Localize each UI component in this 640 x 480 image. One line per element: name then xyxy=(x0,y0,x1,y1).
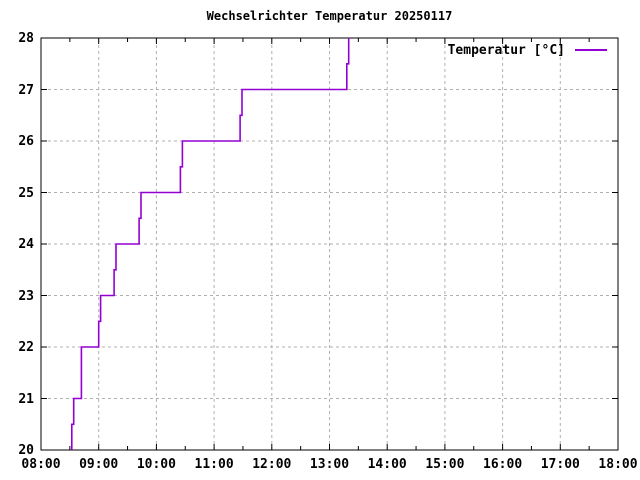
y-tick-label: 23 xyxy=(18,288,34,304)
chart-title: Wechselrichter Temperatur 20250117 xyxy=(206,9,453,23)
y-tick-label: 20 xyxy=(18,443,34,458)
y-tick-label: 28 xyxy=(18,31,34,46)
y-tick-label: 25 xyxy=(18,185,34,201)
y-tick-label: 24 xyxy=(18,237,34,252)
x-tick-label: 17:00 xyxy=(540,457,580,472)
x-tick-label: 14:00 xyxy=(367,457,407,472)
y-tick-label: 22 xyxy=(18,340,34,355)
x-tick-label: 18:00 xyxy=(598,457,638,472)
x-tick-label: 13:00 xyxy=(309,457,350,472)
legend-label: Temperatur [°C] xyxy=(447,43,565,58)
legend-line-swatch xyxy=(575,49,607,51)
plot-border xyxy=(40,37,619,451)
x-tick-label: 10:00 xyxy=(136,457,176,472)
x-tick-label: 12:00 xyxy=(252,457,292,472)
x-tick-label: 15:00 xyxy=(425,457,465,472)
temperature-series-line xyxy=(71,38,350,450)
x-tick-label: 16:00 xyxy=(483,457,523,472)
y-tick-label: 27 xyxy=(18,82,34,98)
y-tick-label: 26 xyxy=(18,134,34,149)
x-tick-label: 09:00 xyxy=(79,457,119,472)
x-tick-label: 11:00 xyxy=(194,457,234,472)
x-tick-label: 08:00 xyxy=(21,457,61,472)
y-tick-label: 21 xyxy=(18,391,34,407)
